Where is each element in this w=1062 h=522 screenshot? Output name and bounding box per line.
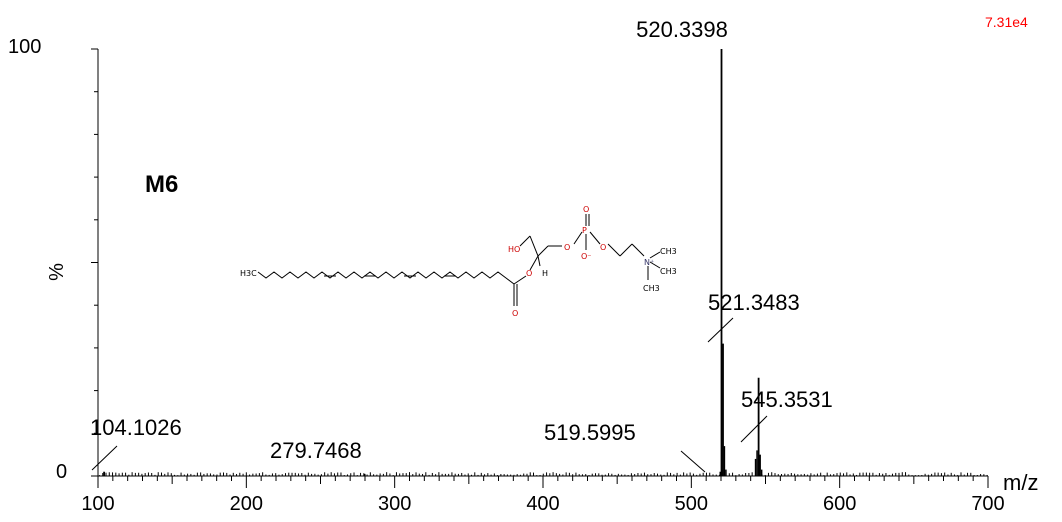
- structure-label-o-top: O: [583, 205, 589, 214]
- peak-label: 521.3483: [708, 290, 800, 315]
- leader-line: [680, 450, 706, 473]
- structure-label-n-plus: N⁺: [644, 258, 654, 267]
- structure-label-o-ester: O: [526, 269, 532, 278]
- structure-label-p: P: [582, 226, 587, 235]
- molecular-structure: H3C HO H O O O P O O⁻ O N⁺ CH3 CH3 CH3: [240, 205, 677, 318]
- leader-line: [707, 317, 734, 343]
- x-tick-label: 200: [230, 493, 263, 515]
- axes: 100 200 300 400 500 600 700: [81, 48, 1005, 515]
- structure-label-o-minus: O⁻: [581, 252, 592, 261]
- x-tick-label: 300: [378, 493, 411, 515]
- structure-label-h: H: [542, 269, 548, 278]
- structure-label-ch3-c: CH3: [643, 284, 660, 293]
- leader-line: [91, 445, 118, 471]
- structure-label-ch3-a: CH3: [660, 247, 677, 256]
- x-tick-label: 100: [81, 493, 114, 515]
- peak-label: 279.7468: [270, 438, 362, 463]
- x-tick-label: 700: [971, 493, 1004, 515]
- x-tick-label: 400: [526, 493, 559, 515]
- compound-label: M6: [145, 171, 178, 198]
- structure-label-ho: HO: [508, 245, 520, 254]
- peak-label: 545.3531: [741, 387, 833, 412]
- structure-label-h3c: H3C: [240, 269, 257, 278]
- peak-label: 104.1026: [90, 415, 182, 440]
- structure-label-o-right: O: [600, 243, 606, 252]
- structure-bonds: [257, 214, 661, 306]
- structure-label-o-link: O: [564, 243, 570, 252]
- peaks: 520.3398 521.3483 545.3531 519.5995 104.1026…: [90, 17, 833, 476]
- structure-label-ch3-b: CH3: [660, 267, 677, 276]
- y-tick-label-100: 100: [8, 36, 41, 58]
- y-tick-label-0: 0: [56, 461, 67, 483]
- peak-label: 520.3398: [636, 17, 728, 42]
- intensity-scale: 7.31e4: [985, 14, 1028, 30]
- baseline-noise: [98, 472, 988, 476]
- x-tick-label: 500: [675, 493, 708, 515]
- x-tick-label: 600: [823, 493, 856, 515]
- leader-line: [740, 415, 768, 443]
- structure-label-o-carbonyl: O: [512, 309, 518, 318]
- peak-label: 519.5995: [544, 420, 636, 445]
- y-axis-label: %: [46, 263, 68, 281]
- x-axis-label: m/z: [1003, 470, 1038, 495]
